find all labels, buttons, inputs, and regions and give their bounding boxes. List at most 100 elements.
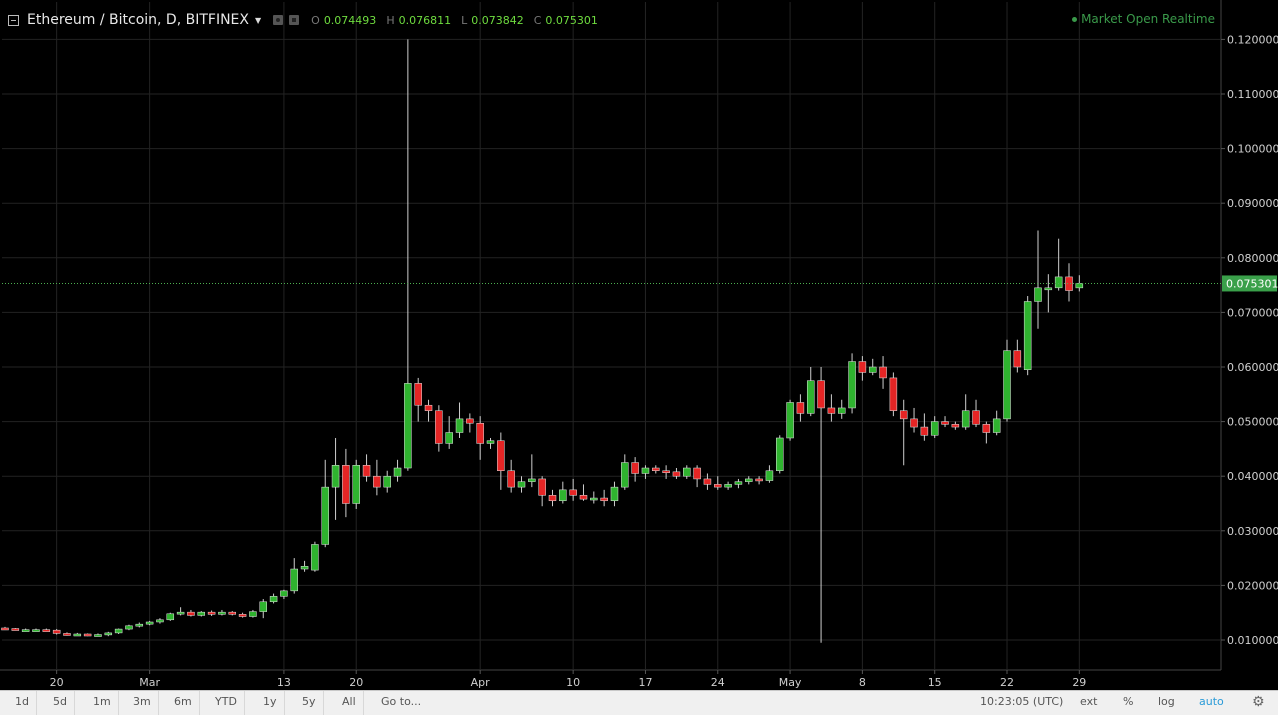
candle-up: [300, 560, 309, 572]
candle-body: [11, 628, 20, 631]
candle-body: [1054, 276, 1063, 289]
y-tick-label: 0.050000: [1227, 416, 1278, 429]
candle-body: [683, 467, 691, 477]
candle-up: [73, 632, 82, 637]
auto-toggle[interactable]: auto: [1199, 695, 1224, 708]
candle-body: [982, 424, 991, 433]
last-price-label: 0.075301: [1226, 277, 1278, 290]
range-all-button[interactable]: All: [335, 691, 364, 715]
candle-body: [300, 566, 309, 570]
candle-body: [280, 590, 288, 597]
range-5y-button[interactable]: 5y: [295, 691, 324, 715]
candle-body: [218, 611, 226, 615]
candle-body: [693, 467, 701, 480]
y-tick-label: 0.120000: [1227, 33, 1278, 46]
candle-up: [641, 465, 650, 479]
candle-body: [383, 475, 391, 488]
candle-up: [610, 481, 619, 507]
chart-area[interactable]: 0.120000 0.110000 0.100000 0.090000 0.080000…: [0, 0, 1278, 690]
candle-up: [683, 465, 691, 479]
candle-down: [941, 416, 949, 428]
x-tick-label: 24: [711, 676, 725, 689]
candle-body: [342, 465, 350, 504]
candle-down: [951, 421, 960, 430]
candle-up: [104, 631, 113, 637]
candle-body: [166, 613, 175, 621]
candle-body: [135, 623, 144, 627]
clock-time: 10:23:05 (UTC): [980, 695, 1064, 708]
candle-up: [393, 459, 402, 482]
candle-body: [321, 486, 329, 545]
candle-body: [1044, 287, 1053, 291]
settings-icon[interactable]: [289, 15, 300, 25]
goto-button[interactable]: Go to...: [381, 695, 422, 708]
y-tick-label: 0.030000: [1227, 525, 1278, 538]
candle-body: [207, 611, 216, 615]
candle-down: [466, 413, 474, 433]
candle-body: [517, 481, 526, 488]
candle-body: [114, 628, 123, 634]
candle-body: [1013, 350, 1022, 368]
gear-icon[interactable]: ⚙: [1252, 694, 1265, 710]
candle-up: [455, 402, 464, 438]
candle-body: [497, 440, 505, 471]
chevron-down-icon[interactable]: ▼: [254, 15, 262, 25]
log-toggle[interactable]: log: [1158, 695, 1175, 708]
candle-up: [114, 628, 123, 634]
candle-body: [848, 361, 856, 409]
low-value: 0.073842: [471, 13, 524, 27]
percent-toggle[interactable]: %: [1123, 695, 1134, 708]
candle-down: [52, 629, 61, 635]
y-tick-label: 0.070000: [1227, 306, 1278, 319]
range-6m-button[interactable]: 6m: [167, 691, 200, 715]
candle-up: [1054, 238, 1063, 291]
candle-body: [352, 465, 360, 504]
range-1y-button[interactable]: 1y: [256, 691, 285, 715]
candle-body: [259, 601, 267, 612]
candle-body: [889, 377, 898, 411]
candle-up: [1023, 296, 1032, 376]
candle-down: [899, 399, 908, 466]
candle-body: [621, 462, 629, 488]
candle-up: [445, 416, 453, 449]
candle-down: [83, 633, 92, 637]
candle-down: [414, 377, 422, 422]
candle-body: [311, 544, 319, 571]
range-3m-button[interactable]: 3m: [126, 691, 159, 715]
candle-body: [1034, 287, 1042, 302]
range-ytd-button[interactable]: YTD: [208, 691, 245, 715]
candle-body: [714, 484, 722, 488]
y-tick-label: 0.100000: [1227, 143, 1278, 156]
candle-body: [1065, 276, 1073, 291]
range-5d-button[interactable]: 5d: [46, 691, 75, 715]
candle-up: [765, 465, 774, 483]
candle-body: [899, 410, 908, 420]
eye-icon[interactable]: [273, 15, 284, 25]
candle-body: [972, 410, 980, 425]
range-1m-button[interactable]: 1m: [86, 691, 119, 715]
collapse-legend-icon[interactable]: [8, 14, 19, 26]
close-label: C: [533, 13, 542, 27]
symbol-title[interactable]: Ethereum / Bitcoin, D, BITFINEX: [27, 12, 249, 28]
ext-toggle[interactable]: ext: [1080, 695, 1098, 708]
x-tick-label: Mar: [139, 676, 160, 689]
range-1d-button[interactable]: 1d: [8, 691, 37, 715]
price-chart[interactable]: 0.120000 0.110000 0.100000 0.090000 0.080000…: [0, 0, 1278, 690]
candle-body: [424, 404, 433, 411]
candle-body: [796, 402, 805, 414]
candle-up: [145, 620, 154, 626]
candle-body: [528, 478, 536, 482]
candle-body: [951, 424, 960, 428]
candle-up: [135, 622, 144, 628]
x-tick-label: 10: [566, 676, 580, 689]
candle-down: [755, 476, 763, 485]
candle-body: [269, 596, 278, 603]
candle-down: [1, 626, 9, 631]
candle-down: [693, 465, 701, 488]
candle-up: [528, 454, 536, 488]
candle-body: [414, 383, 422, 406]
candle-down: [817, 367, 825, 643]
candle-up: [848, 353, 856, 414]
candle-down: [228, 611, 237, 616]
candle-up: [32, 628, 40, 632]
